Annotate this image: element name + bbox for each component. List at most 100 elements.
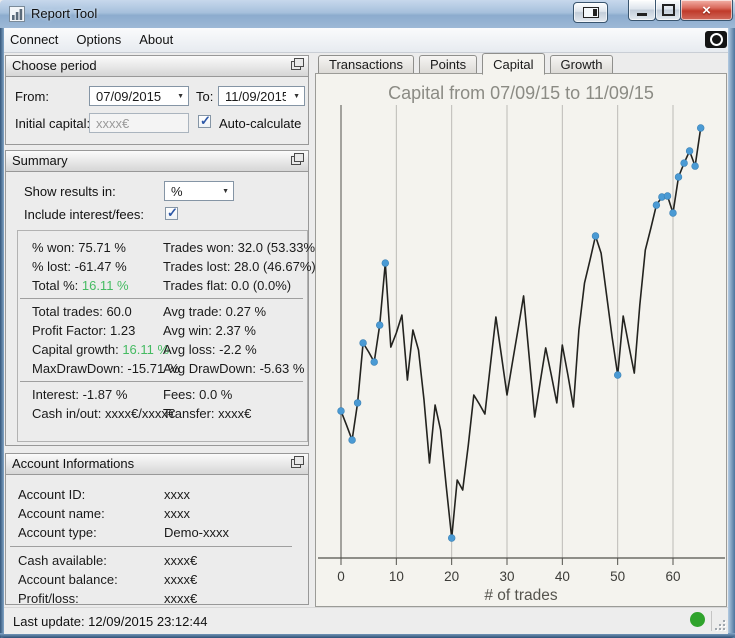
data-point-marker <box>653 202 660 209</box>
auto-calculate-checkbox[interactable]: ✓ <box>198 115 211 128</box>
maximize-icon <box>662 4 675 16</box>
account-row: Profit/loss:xxxx€ <box>6 589 308 608</box>
data-point-marker <box>448 535 455 542</box>
account-info-group: Account Informations Account ID:xxxxAcco… <box>5 453 309 605</box>
tick-label: 0 <box>337 569 345 584</box>
tab-capital[interactable]: Capital <box>482 53 544 75</box>
account-rows: Account ID:xxxxAccount name:xxxxAccount … <box>6 475 308 608</box>
data-point-marker <box>382 260 389 267</box>
minimize-button[interactable] <box>628 0 656 21</box>
stats-row: Profit Factor: 1.23Avg win: 2.37 % <box>18 321 307 340</box>
resize-grip[interactable] <box>713 618 725 630</box>
connection-status-indicator <box>690 612 705 627</box>
menu-item-options[interactable]: Options <box>67 28 130 52</box>
maximize-button[interactable] <box>655 0 681 21</box>
from-label: From: <box>15 89 49 104</box>
float-panel-icon[interactable] <box>291 156 301 165</box>
account-row: Account balance:xxxx€ <box>6 570 308 589</box>
show-results-combobox[interactable]: % ▼ <box>164 181 234 201</box>
stats-row: MaxDrawDown: -15.71 %Avg DrawDown: -5.63… <box>18 359 307 378</box>
stats-row: Interest: -1.87 %Fees: 0.0 % <box>18 385 307 404</box>
menu-item-connect[interactable]: Connect <box>1 28 67 52</box>
minimize-icon <box>637 13 647 16</box>
data-point-marker <box>675 174 682 181</box>
account-row: Account name:xxxx <box>6 504 308 523</box>
summary-header: Summary <box>6 151 308 172</box>
account-row: Cash available:xxxx€ <box>6 551 308 570</box>
stats-row: % lost: -61.47 %Trades lost: 28.0 (46.67… <box>18 257 307 276</box>
stats-row: Total trades: 60.0Avg trade: 0.27 % <box>18 302 307 321</box>
data-point-marker <box>338 408 345 415</box>
close-button[interactable]: × <box>680 0 733 21</box>
last-update-text: Last update: 12/09/2015 23:12:44 <box>13 614 207 629</box>
tab-points[interactable]: Points <box>419 55 477 75</box>
app-icon <box>9 6 25 22</box>
tick-label: 10 <box>389 569 404 584</box>
data-point-marker <box>686 148 693 155</box>
capital-line <box>341 128 701 538</box>
data-point-marker <box>592 233 599 240</box>
menu-item-about[interactable]: About <box>130 28 182 52</box>
account-info-header: Account Informations <box>6 454 308 475</box>
from-date-combobox[interactable]: 07/09/2015 ▼ <box>89 86 189 106</box>
show-results-value: % <box>171 184 215 199</box>
status-bar: Last update: 12/09/2015 23:12:44 <box>4 607 728 634</box>
summary-stats-box: % won: 75.71 %Trades won: 32.0 (53.33%)%… <box>17 230 308 442</box>
tab-transactions[interactable]: Transactions <box>318 55 414 75</box>
tick-label: 50 <box>610 569 625 584</box>
data-point-marker <box>664 193 671 200</box>
data-point-marker <box>354 400 361 407</box>
initial-capital-input[interactable]: xxxx€ <box>89 113 189 133</box>
summary-group: Summary Show results in: % ▼ Include int… <box>5 150 309 446</box>
data-point-marker <box>692 163 699 170</box>
app-window: Report Tool × ConnectOptionsAbout Choose… <box>0 0 735 638</box>
show-results-label: Show results in: <box>24 184 116 199</box>
data-point-marker <box>376 322 383 329</box>
statusbar-separator <box>711 611 712 631</box>
chevron-down-icon: ▼ <box>177 93 184 100</box>
float-panel-icon[interactable] <box>291 61 301 70</box>
stats-row: Capital growth: 16.11 %Avg loss: -2.2 % <box>18 340 307 359</box>
close-icon: × <box>702 3 711 18</box>
stats-row: % won: 75.71 %Trades won: 32.0 (53.33%) <box>18 231 307 257</box>
check-icon: ✓ <box>167 205 178 221</box>
tick-label: 40 <box>555 569 570 584</box>
account-row: Account ID:xxxx <box>6 485 308 504</box>
chevron-down-icon: ▼ <box>222 188 229 195</box>
check-icon: ✓ <box>200 113 211 129</box>
window-border-left <box>0 28 4 638</box>
tab-growth[interactable]: Growth <box>550 55 614 75</box>
auto-calculate-label: Auto-calculate <box>219 116 301 131</box>
initial-capital-label: Initial capital: <box>15 116 90 131</box>
chart-title: Capital from 07/09/15 to 11/09/15 <box>388 83 654 103</box>
include-interest-label: Include interest/fees: <box>24 207 144 222</box>
tick-label: 60 <box>665 569 680 584</box>
menu-bar: ConnectOptionsAbout <box>1 28 734 53</box>
panels-button[interactable] <box>573 2 608 23</box>
choose-period-group: Choose period From: 07/09/2015 ▼ To: 11/… <box>5 55 309 145</box>
panel-window-icon <box>583 7 599 18</box>
choose-period-header: Choose period <box>6 56 308 77</box>
to-label: To: <box>196 89 213 104</box>
float-panel-icon[interactable] <box>291 459 301 468</box>
tick-label: 20 <box>444 569 459 584</box>
data-point-marker <box>614 372 621 379</box>
to-date-combobox[interactable]: 11/09/2015 ▼ <box>218 86 305 106</box>
window-border-right <box>728 28 735 638</box>
window-title: Report Tool <box>31 6 97 21</box>
include-interest-checkbox[interactable]: ✓ <box>165 207 178 220</box>
chevron-down-icon: ▼ <box>293 93 300 100</box>
screenshot-button[interactable] <box>705 31 727 48</box>
summary-title: Summary <box>12 153 68 168</box>
stats-row: Cash in/out: xxxx€/xxxx€Transfer: xxxx€ <box>18 404 307 423</box>
tab-bar: TransactionsPointsCapital Growth <box>318 55 613 74</box>
account-row: Account type:Demo-xxxx <box>6 523 308 542</box>
data-point-marker <box>360 340 367 347</box>
camera-icon <box>710 33 723 46</box>
data-point-marker <box>681 160 688 167</box>
chart-svg: Capital from 07/09/15 to 11/09/15 0 10 20 30… <box>315 73 727 607</box>
tick-label: 30 <box>499 569 514 584</box>
choose-period-title: Choose period <box>12 58 97 73</box>
data-point-marker <box>371 359 378 366</box>
account-info-title: Account Informations <box>12 456 134 471</box>
